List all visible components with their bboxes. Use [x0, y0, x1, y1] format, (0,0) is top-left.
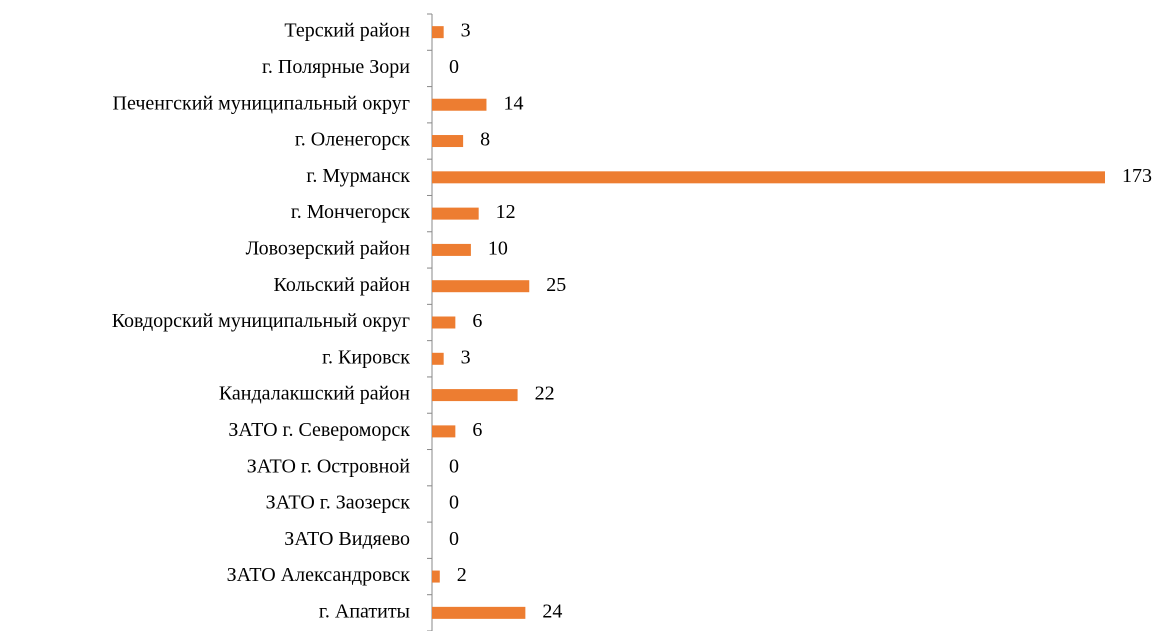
- category-label: г. Кировск: [322, 346, 410, 368]
- category-label: Ловозерский район: [246, 238, 411, 260]
- data-label: 0: [449, 56, 459, 78]
- data-label: 14: [503, 92, 523, 114]
- data-label: 25: [546, 274, 566, 296]
- category-label: г. Мурманск: [306, 165, 410, 187]
- data-label: 6: [472, 419, 482, 441]
- category-label: ЗАТО Александровск: [227, 564, 411, 586]
- data-label: 22: [535, 383, 555, 405]
- category-label: ЗАТО г. Островной: [247, 455, 411, 477]
- bar: [432, 243, 471, 256]
- category-label: ЗАТО г. Заозерск: [266, 492, 411, 514]
- category-label: Печенгский муниципальный округ: [113, 92, 411, 114]
- category-label: г. Апатиты: [319, 600, 410, 622]
- category-label: Кольский район: [274, 274, 411, 296]
- data-label: 10: [488, 238, 508, 260]
- data-label: 0: [449, 455, 459, 477]
- bar: [432, 207, 479, 220]
- category-label: г. Мончегорск: [291, 201, 410, 223]
- category-label: ЗАТО г. Североморск: [228, 419, 410, 441]
- bar: [432, 171, 1105, 184]
- bar: [432, 606, 526, 619]
- bar: [432, 425, 456, 438]
- data-label: 12: [496, 201, 516, 223]
- category-label: Терский район: [284, 20, 410, 42]
- data-label: 173: [1122, 165, 1152, 187]
- category-label: ЗАТО Видяево: [284, 528, 410, 550]
- bar: [432, 352, 444, 365]
- data-label: 3: [461, 20, 471, 42]
- data-label: 2: [457, 564, 467, 586]
- category-label: г. Оленегорск: [295, 129, 410, 151]
- bar: [432, 389, 518, 402]
- category-label: г. Полярные Зори: [262, 56, 410, 78]
- bar: [432, 135, 464, 148]
- data-label: 0: [449, 492, 459, 514]
- bar: [432, 98, 487, 111]
- data-label: 3: [461, 346, 471, 368]
- category-label: Ковдорский муниципальный округ: [112, 310, 410, 332]
- bar: [432, 280, 530, 293]
- bar: [432, 570, 440, 583]
- data-label: 6: [472, 310, 482, 332]
- data-label: 24: [542, 600, 562, 622]
- data-label: 8: [480, 129, 490, 151]
- category-label: Кандалакшский район: [219, 383, 410, 405]
- bar: [432, 316, 456, 329]
- bar: [432, 26, 444, 39]
- data-label: 0: [449, 528, 459, 550]
